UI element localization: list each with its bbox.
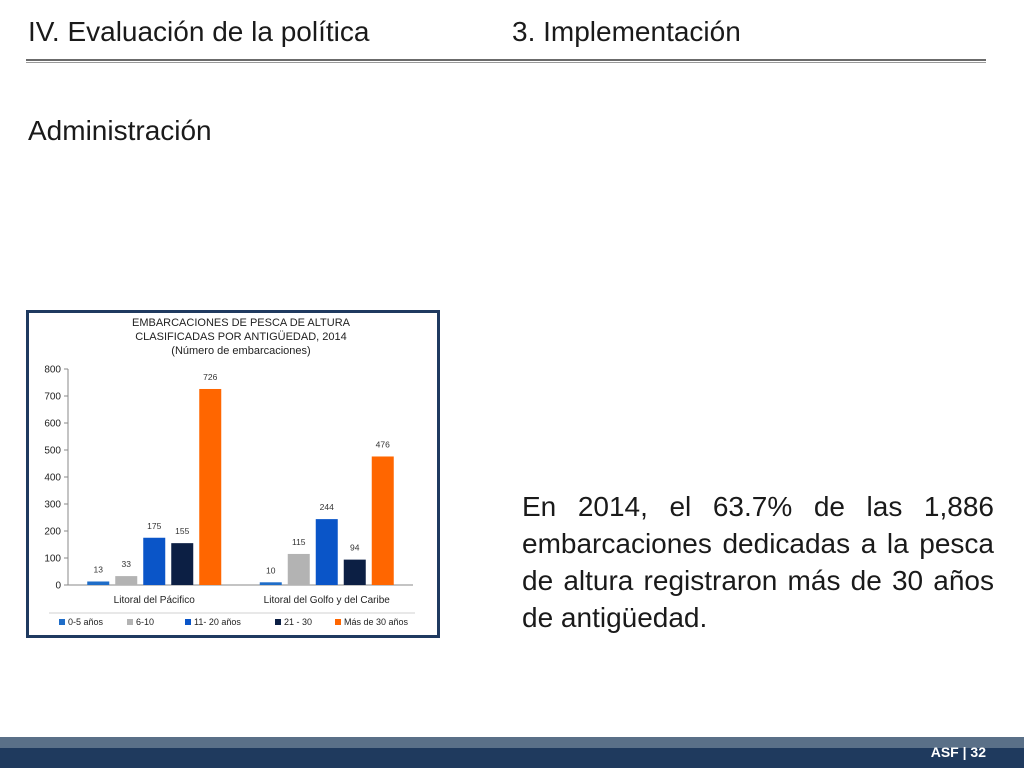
legend-label: 21 - 30 bbox=[284, 617, 312, 627]
legend-label: 0-5 años bbox=[68, 617, 104, 627]
y-tick-label: 400 bbox=[44, 473, 61, 484]
chart-title-line: CLASIFICADAS POR ANTIGÜEDAD, 2014 bbox=[135, 331, 347, 343]
bar bbox=[115, 576, 138, 585]
footer-band-dark bbox=[0, 748, 1024, 768]
legend-swatch bbox=[127, 619, 133, 625]
footer-page-label: ASF | 32 bbox=[930, 744, 986, 760]
legend-label: 6-10 bbox=[136, 617, 154, 627]
bar-data-label: 33 bbox=[122, 559, 132, 569]
y-tick-label: 100 bbox=[44, 554, 61, 565]
legend-swatch bbox=[335, 619, 341, 625]
bar-data-label: 94 bbox=[350, 543, 360, 553]
x-category-label: Litoral del Pácifico bbox=[114, 595, 196, 606]
bar-data-label: 115 bbox=[292, 537, 306, 547]
y-tick-label: 300 bbox=[44, 500, 61, 511]
section-title: Administración bbox=[28, 115, 212, 146]
header-divider bbox=[26, 59, 986, 61]
bar-data-label: 13 bbox=[94, 564, 104, 574]
bar-data-label: 244 bbox=[320, 502, 334, 512]
y-tick-label: 600 bbox=[44, 419, 61, 430]
footer-band-light bbox=[0, 737, 1024, 748]
bar bbox=[259, 582, 282, 585]
y-tick-label: 200 bbox=[44, 527, 61, 538]
legend-label: 11- 20 años bbox=[194, 617, 241, 627]
legend-label: Más de 30 años bbox=[344, 617, 409, 627]
legend-swatch bbox=[185, 619, 191, 625]
y-tick-label: 0 bbox=[55, 581, 61, 592]
slide-header-left: IV. Evaluación de la política bbox=[28, 16, 370, 47]
bar bbox=[171, 543, 194, 585]
chart-title-line: EMBARCACIONES DE PESCA DE ALTURA bbox=[132, 317, 351, 329]
bar-data-label: 175 bbox=[147, 521, 161, 531]
bar-data-label: 10 bbox=[266, 565, 276, 575]
bar-data-label: 476 bbox=[376, 439, 390, 449]
bar bbox=[199, 388, 222, 585]
bar bbox=[315, 519, 338, 585]
legend-swatch bbox=[275, 619, 281, 625]
bar bbox=[287, 553, 310, 585]
chart-frame: EMBARCACIONES DE PESCA DE ALTURA CLASIFIC… bbox=[26, 310, 440, 638]
bar-data-label: 726 bbox=[203, 372, 217, 382]
bar bbox=[87, 581, 110, 585]
slide-header-right: 3. Implementación bbox=[512, 16, 741, 47]
bar-chart: EMBARCACIONES DE PESCA DE ALTURA CLASIFIC… bbox=[44, 317, 415, 627]
x-category-label: Litoral del Golfo y del Caribe bbox=[264, 595, 391, 606]
description-text: En 2014, el 63.7% de las 1,886 embarcaci… bbox=[522, 491, 994, 633]
legend-swatch bbox=[59, 619, 65, 625]
chart-title-line: (Número de embarcaciones) bbox=[171, 345, 310, 357]
bar bbox=[143, 537, 166, 585]
bar-data-label: 155 bbox=[175, 526, 189, 536]
y-tick-label: 500 bbox=[44, 446, 61, 457]
bar bbox=[371, 456, 394, 585]
bar bbox=[343, 559, 366, 585]
y-tick-label: 800 bbox=[44, 365, 61, 376]
header-divider-thin bbox=[26, 62, 986, 63]
y-tick-label: 700 bbox=[44, 392, 61, 403]
